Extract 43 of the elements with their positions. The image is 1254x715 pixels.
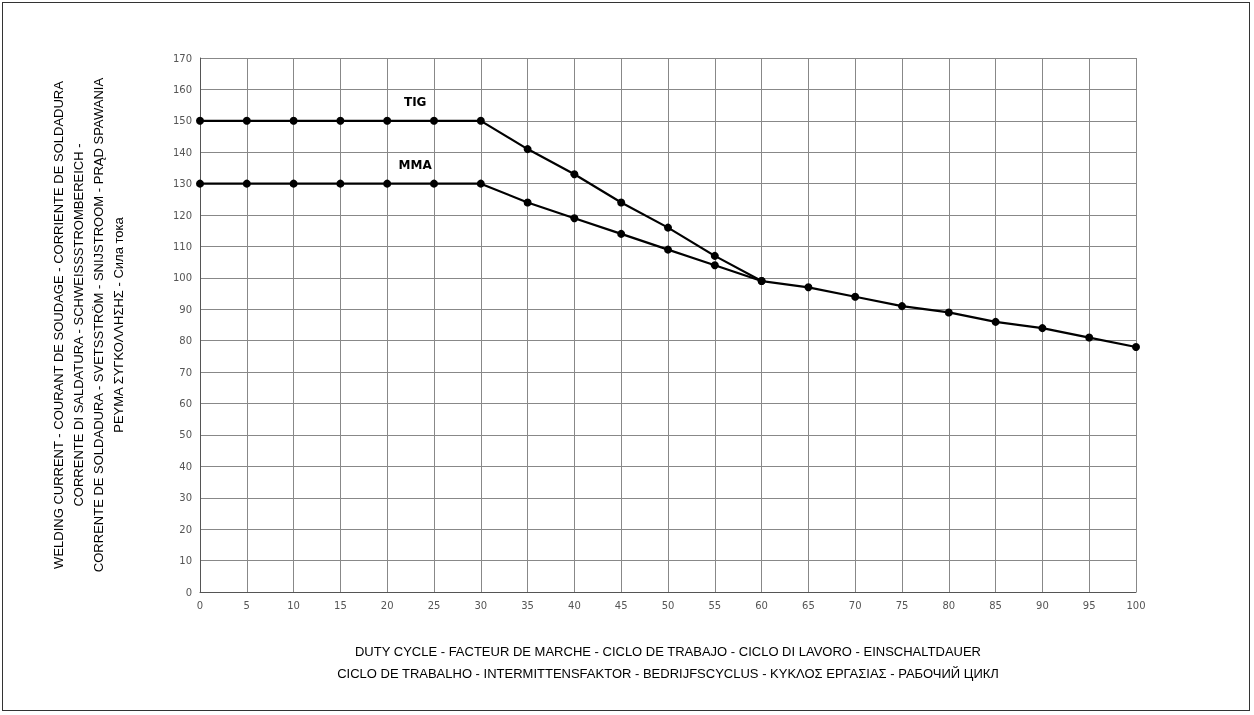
x-tick-label: 20: [380, 599, 394, 611]
y-tick-label: 110: [172, 240, 192, 252]
y-tick-label: 10: [179, 555, 192, 567]
x-tick-label: 40: [568, 599, 581, 611]
y-tick-label: 150: [172, 115, 192, 127]
y-tick-label: 20: [179, 523, 192, 535]
x-tick-label: 45: [614, 599, 628, 611]
x-tick-label: 75: [895, 599, 909, 611]
y-tick-label: 100: [172, 272, 192, 284]
x-tick-label: 100: [1126, 599, 1146, 611]
y-tick-label: 50: [179, 429, 192, 441]
y-tick-label: 170: [172, 52, 192, 64]
x-tick-label: 70: [848, 599, 862, 611]
x-tick-label: 25: [427, 599, 441, 611]
x-tick-label: 90: [1036, 599, 1049, 611]
y-axis-title: WELDING CURRENT - COURANT DE SOUDAGE - CORRIENTE DE SOLDADURA CORRENTE DI SALDATURA - SCHWEISSSTROMBEREICH - CORRENTE DE SOLDADURA - SVETSSTRÖM - SNIJSTROOM - PRĄD SPAWANIA ΡΕΥΜΑ ΣΥΓΚΟΛΛΗΣΗΣ - Сила тока: [50, 77, 126, 573]
y-tick-label: 80: [179, 335, 192, 347]
x-tick-label: 5: [243, 599, 250, 611]
x-tick-label: 60: [755, 599, 768, 611]
x-tick-label: 95: [1082, 599, 1096, 611]
x-tick-label: 15: [334, 599, 347, 611]
y-tick-label: 70: [179, 366, 192, 378]
x-tick-label: 0: [196, 599, 204, 611]
y-tick-label: 0: [185, 586, 192, 598]
y-tick-label: 60: [179, 398, 192, 410]
y-tick-label: 130: [172, 178, 192, 190]
x-tick-label: 30: [474, 599, 488, 611]
x-tick-label: 55: [708, 599, 722, 611]
x-tick-label: 80: [942, 599, 956, 611]
y-tick-label: 160: [172, 83, 192, 95]
x-tick-label: 85: [989, 599, 1002, 611]
y-tick-label: 120: [172, 209, 192, 221]
y-tick-label: 140: [172, 146, 192, 158]
x-tick-label: 10: [287, 599, 300, 611]
y-tick-label: 40: [179, 460, 192, 472]
x-axis-title: DUTY CYCLE - FACTEUR DE MARCHE - CICLO DE TRABAJO - CICLO DI LAVORO - EINSCHALTDAUER CICLO DE TRABALHO - INTERMITTENSFAKTOR - BEDRIJFSCYCLUS - ΚΥΚΛΟΣ ΕΡΓΑΣΙΑΣ - РАБОЧИЙ ЦИКЛ: [337, 643, 999, 681]
x-tick-label: 65: [802, 599, 815, 611]
series-label: MMA: [398, 157, 433, 172]
y-tick-label: 30: [179, 492, 192, 504]
series-label: TIG: [403, 94, 427, 109]
y-tick-label: 90: [179, 303, 192, 315]
x-tick-label: 35: [521, 599, 534, 611]
x-tick-label: 50: [661, 599, 675, 611]
